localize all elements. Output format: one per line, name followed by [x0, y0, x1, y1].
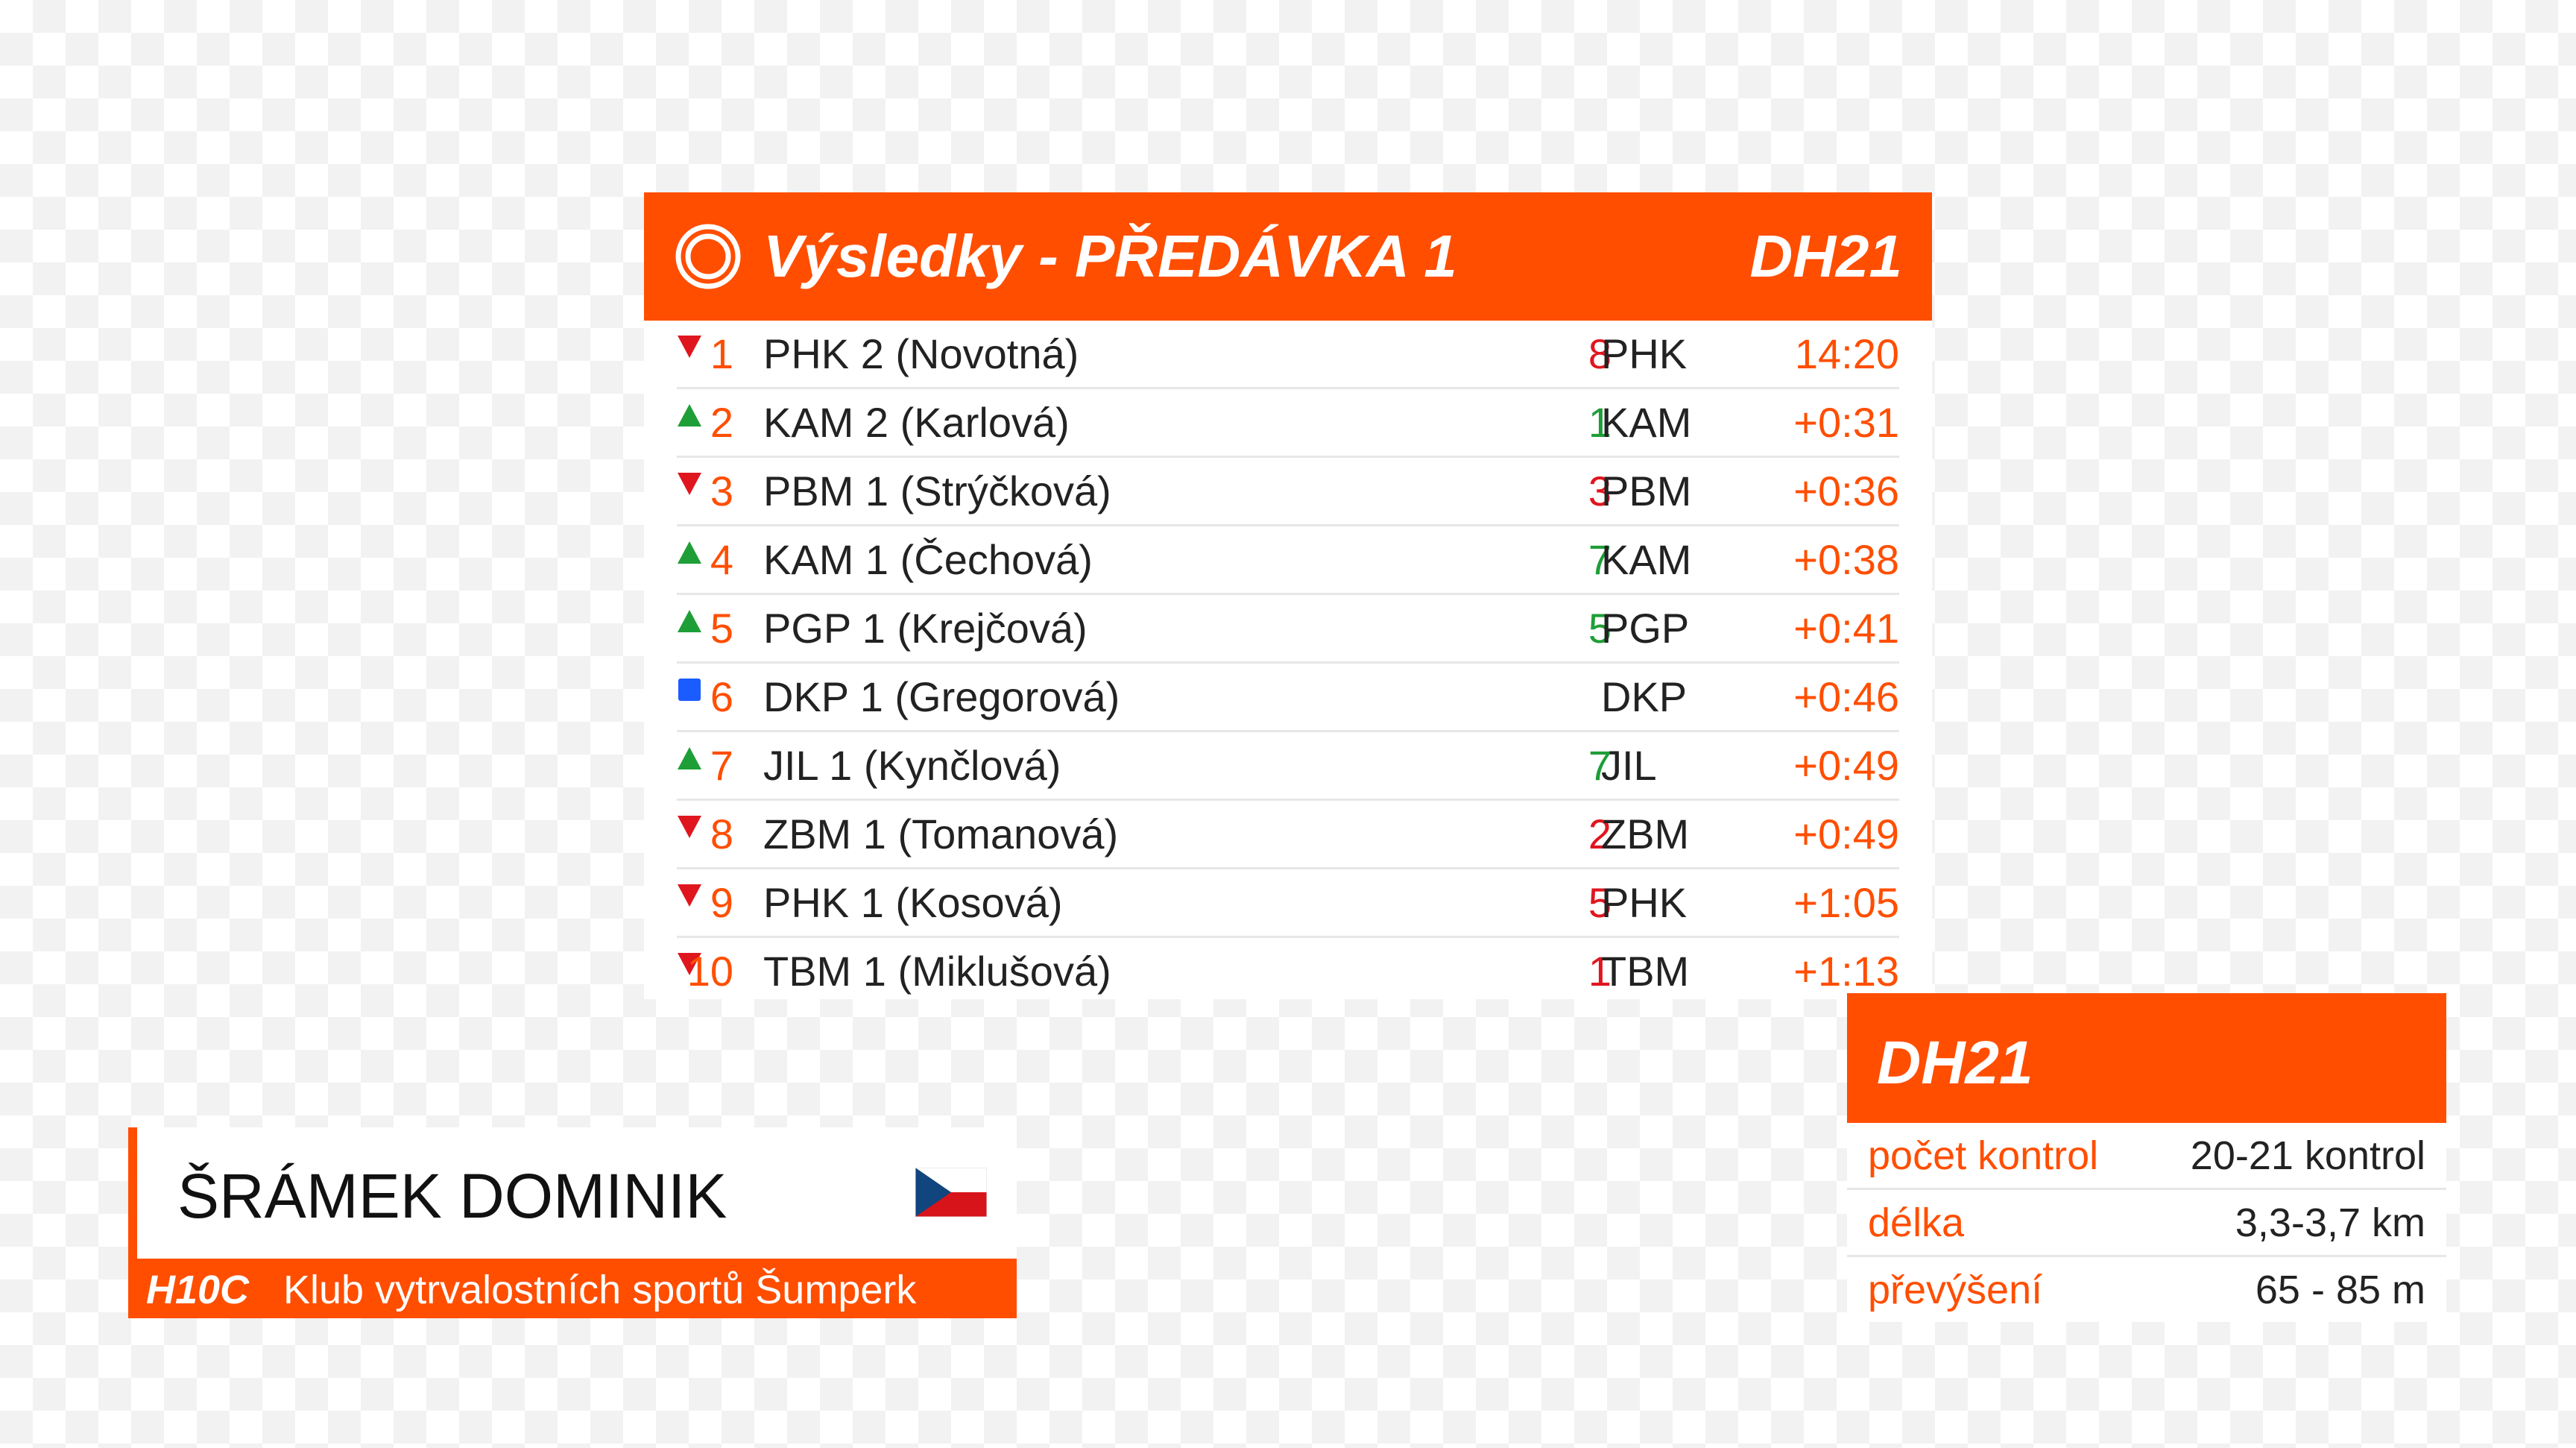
triangle-up-icon	[678, 747, 701, 769]
result-row: 2 KAM 2 (Karlová) 1 KAM +0:31	[677, 389, 1899, 458]
results-list: 1 PHK 2 (Novotná) 8 PHK 14:20 2 KAM 2 (Karlová…	[677, 321, 1899, 1004]
triangle-down-icon	[678, 884, 701, 907]
result-time: +0:49	[1793, 810, 1899, 857]
triangle-down-icon	[678, 816, 701, 838]
result-row: 9 PHK 1 (Kosová) 5 PHK +1:05	[677, 869, 1899, 938]
course-info-row: délka 3,3-3,7 km	[1847, 1190, 2446, 1257]
result-club: DKP	[1601, 673, 1688, 720]
result-position-change: 1	[1588, 948, 1611, 995]
result-position-change: 7	[1588, 536, 1611, 583]
result-rank: 5	[710, 605, 733, 652]
course-info-label: počet kontrol	[1868, 1133, 2099, 1178]
result-time: +1:13	[1793, 948, 1899, 995]
result-row: 7 JIL 1 (Kynčlová) 7 JIL +0:49	[677, 732, 1899, 801]
czech-flag-icon	[915, 1168, 987, 1217]
result-team-name: JIL 1 (Kynčlová)	[763, 742, 1061, 789]
square-unchanged-icon	[678, 679, 701, 701]
result-time: +0:38	[1793, 536, 1899, 583]
result-team-name: PHK 2 (Novotná)	[763, 330, 1079, 377]
course-category: DH21	[1877, 1029, 2033, 1097]
result-club: JIL	[1601, 742, 1657, 789]
result-team-name: PGP 1 (Krejčová)	[763, 605, 1087, 652]
course-info-list: počet kontrol 20-21 kontrol délka 3,3-3,7 k…	[1847, 1123, 2446, 1322]
result-team-name: TBM 1 (Miklušová)	[763, 948, 1111, 995]
results-header: Výsledky - PŘEDÁVKA 1 DH21	[644, 192, 1932, 321]
result-position-change: 5	[1588, 605, 1611, 652]
competitor-panel: ŠRÁMEK DOMINIK H10C Klub vytrvalostních …	[128, 1127, 1017, 1318]
result-position-change: 7	[1588, 742, 1611, 789]
result-position-change: 3	[1588, 468, 1611, 514]
result-rank: 4	[710, 536, 733, 583]
result-team-name: PHK 1 (Kosová)	[763, 879, 1063, 926]
triangle-down-icon	[678, 953, 701, 975]
result-time: +0:46	[1793, 673, 1899, 720]
result-club: PHK	[1601, 879, 1688, 926]
result-rank: 2	[710, 399, 733, 446]
result-rank: 1	[710, 330, 733, 377]
result-club: ZBM	[1601, 810, 1690, 857]
course-info-label: převýšení	[1868, 1268, 2043, 1312]
result-team-name: PBM 1 (Strýčková)	[763, 468, 1111, 514]
course-info-label: délka	[1868, 1200, 1965, 1245]
target-logo-icon	[675, 224, 741, 289]
result-rank: 9	[710, 879, 733, 926]
result-time: +0:31	[1793, 399, 1899, 446]
competitor-club-bar: H10C Klub vytrvalostních sportů Šumperk	[128, 1259, 1017, 1318]
competitor-name-box: ŠRÁMEK DOMINIK	[128, 1127, 1017, 1259]
result-position-change: 8	[1588, 330, 1611, 377]
result-row: 5 PGP 1 (Krejčová) 5 PGP +0:41	[677, 595, 1899, 664]
result-club: PGP	[1601, 605, 1690, 652]
result-position-change: 5	[1588, 879, 1611, 926]
result-time: +0:41	[1793, 605, 1899, 652]
result-rank: 6	[710, 673, 733, 720]
result-rank: 3	[710, 468, 733, 514]
triangle-up-icon	[678, 610, 701, 632]
result-row: 3 PBM 1 (Strýčková) 3 PBM +0:36	[677, 458, 1899, 526]
result-position-change: 1	[1588, 399, 1611, 446]
result-rank: 8	[710, 810, 733, 857]
result-team-name: DKP 1 (Gregorová)	[763, 673, 1120, 720]
course-info-value: 20-21 kontrol	[2190, 1133, 2425, 1178]
result-row: 8 ZBM 1 (Tomanová) 2 ZBM +0:49	[677, 801, 1899, 869]
result-team-name: ZBM 1 (Tomanová)	[763, 810, 1119, 857]
course-header: DH21	[1847, 993, 2446, 1123]
triangle-up-icon	[678, 541, 701, 564]
triangle-down-icon	[678, 336, 701, 358]
course-info-value: 3,3-3,7 km	[2235, 1200, 2425, 1245]
competitor-name: ŠRÁMEK DOMINIK	[177, 1161, 727, 1231]
result-time: +1:05	[1793, 879, 1899, 926]
results-panel: Výsledky - PŘEDÁVKA 1 DH21 1 PHK 2 (Novot…	[644, 192, 1932, 999]
result-club: TBM	[1601, 948, 1690, 995]
result-time: 14:20	[1794, 330, 1899, 377]
result-rank: 10	[686, 948, 733, 995]
result-club: KAM	[1601, 536, 1692, 583]
triangle-down-icon	[678, 473, 701, 495]
competitor-club: Klub vytrvalostních sportů Šumperk	[283, 1268, 917, 1312]
triangle-up-icon	[678, 404, 701, 426]
result-rank: 7	[710, 742, 733, 789]
result-team-name: KAM 2 (Karlová)	[763, 399, 1070, 446]
result-position-change: 2	[1588, 810, 1611, 857]
result-row: 6 DKP 1 (Gregorová) DKP +0:46	[677, 664, 1899, 732]
course-info-panel: DH21 počet kontrol 20-21 kontrol délka 3,3-…	[1847, 993, 2446, 1322]
course-info-row: převýšení 65 - 85 m	[1847, 1257, 2446, 1322]
result-row: 1 PHK 2 (Novotná) 8 PHK 14:20	[677, 321, 1899, 389]
results-category: DH21	[1749, 223, 1902, 289]
result-row: 4 KAM 1 (Čechová) 7 KAM +0:38	[677, 526, 1899, 595]
result-team-name: KAM 1 (Čechová)	[763, 536, 1093, 583]
course-info-value: 65 - 85 m	[2255, 1268, 2425, 1312]
result-row: 10 TBM 1 (Miklušová) 1 TBM +1:13	[677, 938, 1899, 1004]
result-club: KAM	[1601, 399, 1692, 446]
result-time: +0:36	[1793, 468, 1899, 514]
course-info-row: počet kontrol 20-21 kontrol	[1847, 1123, 2446, 1190]
result-time: +0:49	[1793, 742, 1899, 789]
results-title: Výsledky - PŘEDÁVKA 1	[763, 223, 1457, 289]
result-club: PHK	[1601, 330, 1688, 377]
result-club: PBM	[1601, 468, 1692, 514]
competitor-category: H10C	[146, 1268, 250, 1312]
